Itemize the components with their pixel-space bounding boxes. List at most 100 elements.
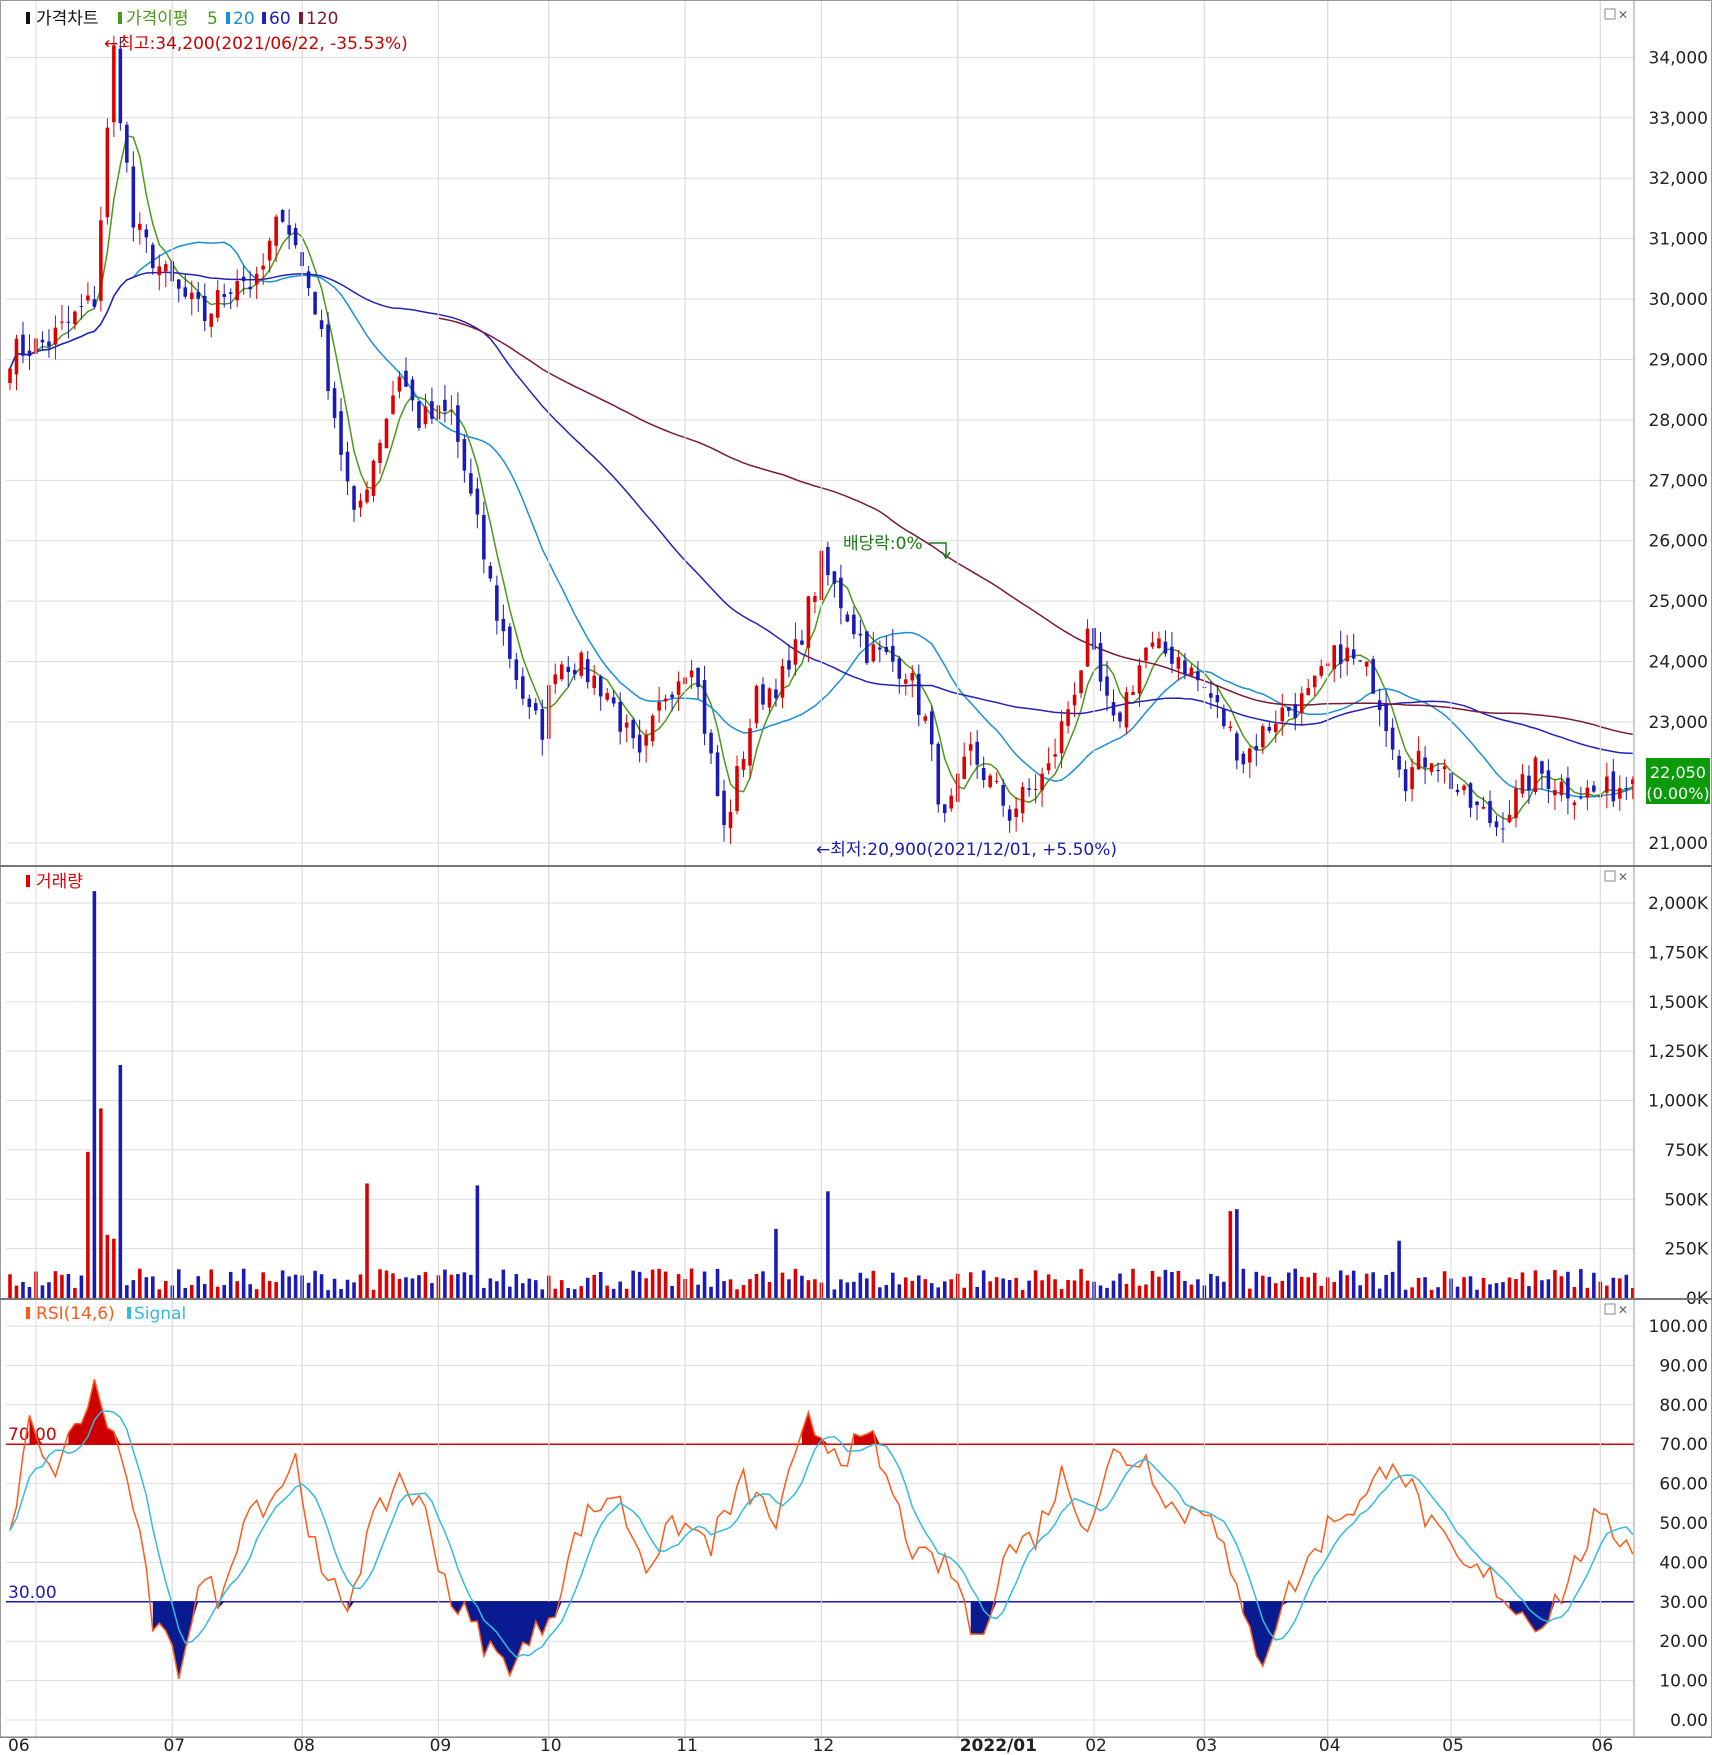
candle-body[interactable]: [741, 759, 746, 770]
volume-bar[interactable]: [99, 1108, 103, 1298]
volume-bar[interactable]: [475, 1185, 480, 1298]
volume-bar[interactable]: [1124, 1283, 1129, 1298]
volume-bar[interactable]: [585, 1277, 590, 1298]
candle-body[interactable]: [261, 265, 265, 270]
candle-body[interactable]: [241, 276, 246, 282]
volume-bar[interactable]: [722, 1281, 726, 1298]
volume-bar[interactable]: [1351, 1270, 1356, 1298]
volume-bar[interactable]: [1468, 1276, 1473, 1298]
candle-body[interactable]: [202, 295, 207, 322]
volume-bar[interactable]: [60, 1274, 64, 1298]
volume-bar[interactable]: [1105, 1287, 1109, 1298]
volume-bar[interactable]: [1572, 1286, 1577, 1298]
restore-icon[interactable]: [1604, 1303, 1616, 1315]
candle-body[interactable]: [313, 292, 317, 315]
candle-body[interactable]: [534, 703, 538, 711]
volume-bar[interactable]: [942, 1281, 947, 1298]
volume-bar[interactable]: [897, 1284, 902, 1298]
volume-bar[interactable]: [650, 1269, 655, 1298]
candle-body[interactable]: [657, 702, 661, 711]
candle-body[interactable]: [1170, 646, 1174, 664]
candle-body[interactable]: [1299, 693, 1304, 714]
volume-bar[interactable]: [66, 1274, 71, 1298]
candle-body[interactable]: [1410, 767, 1414, 790]
volume-bar[interactable]: [183, 1287, 188, 1298]
volume-bar[interactable]: [391, 1273, 395, 1298]
volume-bar[interactable]: [138, 1268, 142, 1298]
volume-bar[interactable]: [637, 1271, 642, 1298]
candle-body[interactable]: [482, 514, 486, 560]
volume-bar[interactable]: [482, 1287, 486, 1298]
candle-body[interactable]: [1079, 670, 1083, 694]
volume-bar[interactable]: [1007, 1280, 1012, 1298]
volume-bar[interactable]: [1410, 1287, 1414, 1298]
volume-bar[interactable]: [1514, 1279, 1518, 1298]
candle-body[interactable]: [637, 734, 642, 753]
candle-body[interactable]: [443, 399, 447, 411]
candle-body[interactable]: [462, 439, 467, 471]
candle-body[interactable]: [1553, 789, 1557, 796]
volume-bar[interactable]: [73, 1287, 77, 1298]
volume-bar[interactable]: [176, 1269, 181, 1298]
candle-body[interactable]: [884, 646, 889, 653]
candle-body[interactable]: [254, 273, 259, 285]
volume-bar[interactable]: [878, 1287, 882, 1298]
volume-bar[interactable]: [488, 1278, 493, 1298]
volume-bar[interactable]: [618, 1281, 622, 1298]
candle-body[interactable]: [404, 370, 408, 387]
candle-body[interactable]: [1345, 647, 1349, 662]
volume-bar[interactable]: [1527, 1286, 1531, 1298]
candle-body[interactable]: [1618, 788, 1622, 799]
restore-icon[interactable]: [1604, 870, 1616, 882]
candle-body[interactable]: [806, 596, 811, 648]
candle-body[interactable]: [1572, 802, 1577, 806]
volume-bar[interactable]: [469, 1274, 473, 1298]
candle-body[interactable]: [99, 220, 103, 301]
candle-body[interactable]: [942, 804, 947, 814]
candle-body[interactable]: [540, 708, 545, 740]
volume-bar[interactable]: [916, 1275, 921, 1298]
volume-bar[interactable]: [1144, 1284, 1148, 1298]
candle-body[interactable]: [1312, 675, 1317, 688]
volume-bar[interactable]: [215, 1286, 220, 1298]
volume-bar[interactable]: [962, 1287, 966, 1298]
candle-body[interactable]: [131, 166, 136, 228]
candle-body[interactable]: [767, 688, 772, 708]
volume-bar[interactable]: [1546, 1279, 1551, 1298]
volume-bar[interactable]: [891, 1272, 895, 1298]
candle-body[interactable]: [1319, 666, 1324, 676]
volume-bar[interactable]: [1488, 1284, 1492, 1298]
candle-body[interactable]: [222, 294, 226, 297]
candle-body[interactable]: [793, 639, 798, 665]
candle-body[interactable]: [728, 812, 733, 828]
candle-body[interactable]: [1072, 694, 1077, 706]
volume-bar[interactable]: [1235, 1209, 1239, 1298]
volume-bar[interactable]: [1241, 1268, 1246, 1298]
candle-body[interactable]: [748, 728, 752, 766]
volume-bar[interactable]: [1098, 1285, 1103, 1298]
volume-bar[interactable]: [144, 1277, 149, 1298]
volume-bar[interactable]: [202, 1284, 207, 1298]
volume-bar[interactable]: [1014, 1277, 1018, 1298]
volume-bar[interactable]: [929, 1283, 934, 1298]
volume-bar[interactable]: [1566, 1271, 1570, 1298]
candle-body[interactable]: [715, 752, 720, 797]
candle-body[interactable]: [1494, 821, 1499, 828]
volume-bar[interactable]: [1079, 1269, 1083, 1298]
volume-bar[interactable]: [1605, 1285, 1609, 1298]
candle-body[interactable]: [1540, 761, 1544, 774]
candle-body[interactable]: [1397, 755, 1401, 770]
volume-bar[interactable]: [806, 1280, 811, 1298]
candle-body[interactable]: [521, 676, 525, 699]
candle-body[interactable]: [1631, 779, 1635, 785]
volume-bar[interactable]: [1085, 1280, 1090, 1298]
candle-body[interactable]: [1183, 660, 1187, 675]
candle-body[interactable]: [1514, 788, 1518, 819]
candle-body[interactable]: [1455, 789, 1460, 793]
volume-bar[interactable]: [1150, 1270, 1155, 1298]
candle-body[interactable]: [371, 460, 376, 496]
volume-bar[interactable]: [1027, 1280, 1031, 1298]
candle-body[interactable]: [709, 732, 713, 754]
candle-body[interactable]: [112, 45, 116, 123]
candle-body[interactable]: [813, 596, 817, 602]
